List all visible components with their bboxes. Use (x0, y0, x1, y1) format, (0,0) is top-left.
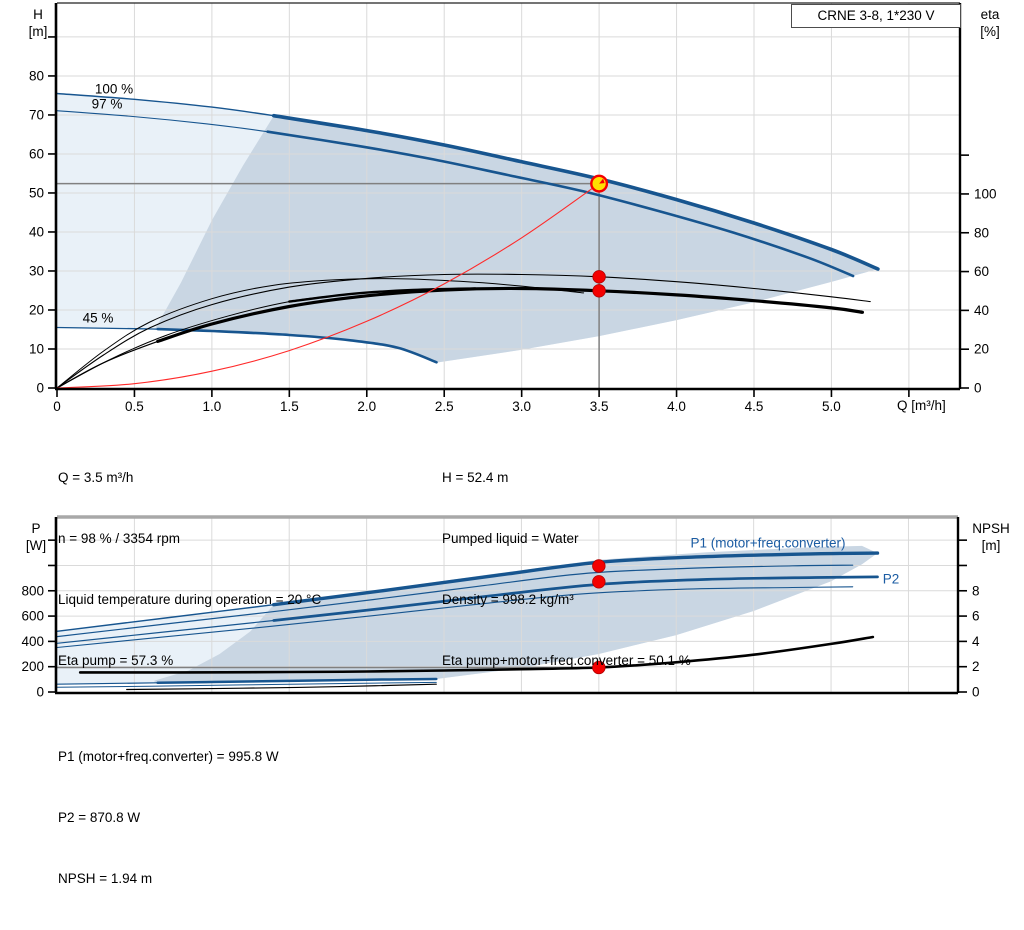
svg-text:4: 4 (972, 634, 980, 649)
readout-flow: Q = 3.5 m³/h (58, 469, 134, 485)
p2-curve-label: P2 (882, 571, 900, 587)
h-axis-header: H [m] (16, 6, 60, 40)
svg-text:400: 400 (21, 634, 44, 649)
speed-100-label: 100 % (94, 81, 134, 97)
svg-text:1.5: 1.5 (280, 399, 299, 414)
svg-text:3.5: 3.5 (590, 399, 609, 414)
readout-head: H = 52.4 m (442, 469, 509, 485)
svg-text:6: 6 (972, 609, 980, 624)
eta-axis-symbol: eta (980, 7, 1000, 22)
svg-text:4.5: 4.5 (745, 399, 764, 414)
p1-curve-label: P1 (motor+freq.converter) (690, 535, 846, 551)
svg-text:50: 50 (29, 185, 44, 200)
speed-45-label: 45 % (82, 310, 114, 326)
liquid-readout-block: H = 52.4 m Pumped liquid = Water Density… (442, 427, 691, 713)
readout-liquid: Pumped liquid = Water (442, 531, 579, 547)
svg-text:70: 70 (29, 107, 44, 122)
speed-97-label: 97 % (91, 96, 123, 112)
svg-text:40: 40 (29, 224, 44, 239)
svg-text:80: 80 (29, 68, 44, 83)
power-readout-block: P1 (motor+freq.converter) = 995.8 W P2 =… (58, 706, 279, 930)
readout-eta-pump: Eta pump = 57.3 % (58, 653, 174, 669)
svg-text:600: 600 (21, 609, 44, 624)
svg-text:0: 0 (972, 685, 980, 700)
svg-text:2.5: 2.5 (435, 399, 454, 414)
svg-text:0: 0 (36, 685, 44, 700)
svg-text:200: 200 (21, 659, 44, 674)
h-axis-symbol: H (33, 7, 43, 22)
eta-axis-header: eta [%] (964, 6, 1016, 40)
readout-npsh: NPSH = 1.94 m (58, 871, 153, 887)
svg-text:0: 0 (53, 399, 61, 414)
readout-temperature: Liquid temperature during operation = 20… (58, 592, 322, 608)
duty-readout-block: Q = 3.5 m³/h n = 98 % / 3354 rpm Liquid … (58, 427, 321, 713)
pump-performance-panel: 0 10 20 30 40 50 60 70 80 0 20 40 60 80 100 0 0.5 1.0 1.5 2… (0, 0, 1024, 886)
p-axis-header: P [W] (14, 520, 58, 554)
svg-text:60: 60 (974, 264, 989, 279)
svg-text:800: 800 (21, 583, 44, 598)
svg-text:0.5: 0.5 (125, 399, 144, 414)
readout-speed: n = 98 % / 3354 rpm (58, 531, 180, 547)
eta-axis-unit: [%] (980, 24, 1000, 39)
npsh-axis-symbol: NPSH (972, 521, 1010, 536)
svg-text:30: 30 (29, 263, 44, 278)
p-axis-unit: [W] (25, 538, 47, 553)
svg-text:1.0: 1.0 (202, 399, 221, 414)
readout-p1: P1 (motor+freq.converter) = 995.8 W (58, 748, 279, 764)
p-axis-symbol: P (31, 521, 41, 536)
svg-text:0: 0 (974, 381, 982, 396)
svg-text:3.0: 3.0 (512, 399, 531, 414)
svg-text:8: 8 (972, 583, 980, 598)
svg-text:20: 20 (29, 302, 44, 317)
readout-density: Density = 998.2 kg/m³ (442, 592, 574, 608)
svg-text:100: 100 (974, 186, 997, 201)
readout-p2: P2 = 870.8 W (58, 810, 141, 826)
svg-text:2: 2 (972, 659, 980, 674)
npsh-axis-header: NPSH [m] (960, 520, 1022, 554)
svg-text:80: 80 (974, 225, 989, 240)
pump-title: CRNE 3-8, 1*230 V (791, 4, 961, 28)
svg-text:5.0: 5.0 (822, 399, 841, 414)
svg-text:60: 60 (29, 146, 44, 161)
svg-text:10: 10 (29, 341, 44, 356)
npsh-axis-unit: [m] (981, 538, 1001, 553)
svg-text:2.0: 2.0 (357, 399, 376, 414)
q-axis-header: Q [m³/h] (897, 398, 946, 413)
h-axis-unit: [m] (28, 24, 48, 39)
svg-text:0: 0 (36, 381, 44, 396)
svg-text:40: 40 (974, 303, 989, 318)
svg-text:4.0: 4.0 (667, 399, 686, 414)
readout-eta-total: Eta pump+motor+freq.converter = 50.1 % (442, 653, 691, 669)
svg-text:20: 20 (974, 342, 989, 357)
